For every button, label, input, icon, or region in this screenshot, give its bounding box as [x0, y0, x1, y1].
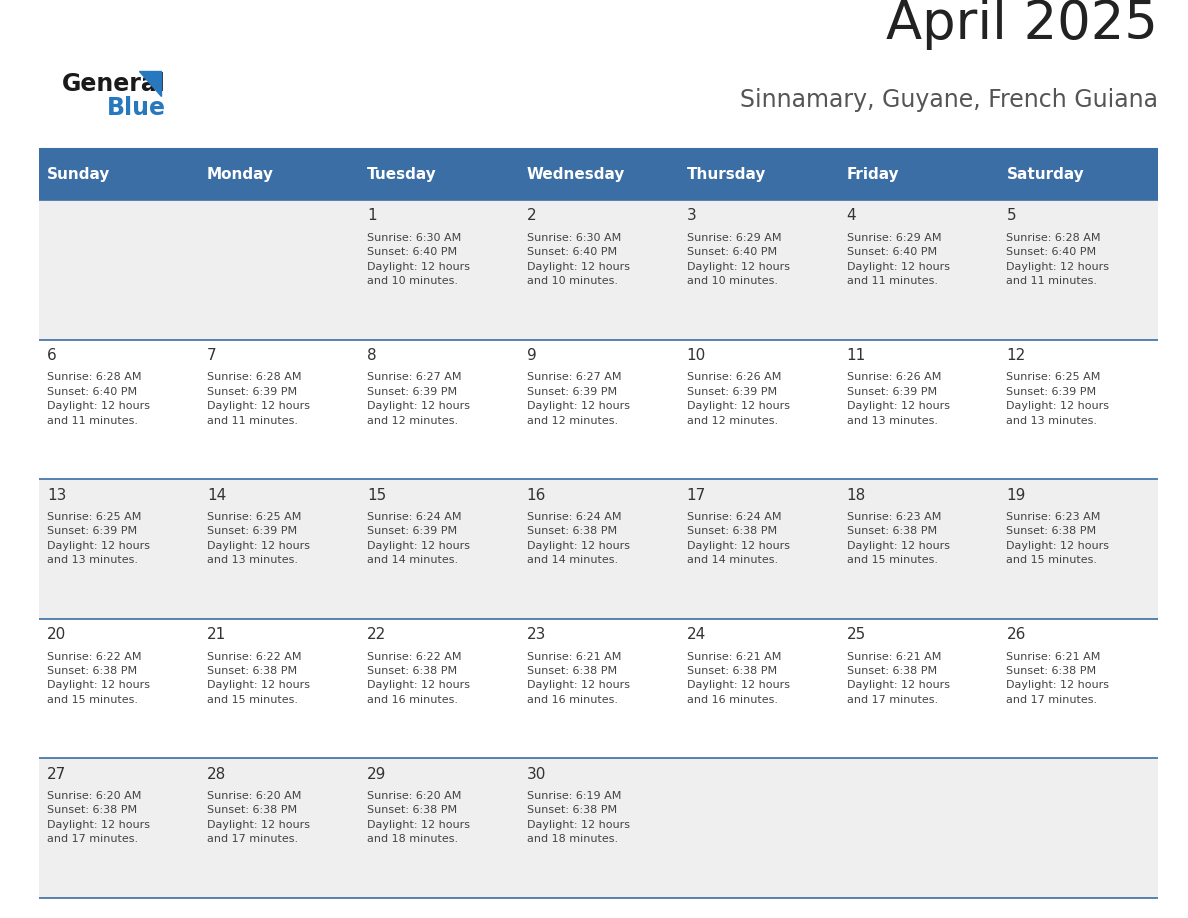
- Text: Sunrise: 6:21 AM
Sunset: 6:38 PM
Daylight: 12 hours
and 17 minutes.: Sunrise: 6:21 AM Sunset: 6:38 PM Dayligh…: [1006, 652, 1110, 705]
- Text: 6: 6: [48, 348, 57, 363]
- Text: Sunrise: 6:25 AM
Sunset: 6:39 PM
Daylight: 12 hours
and 13 minutes.: Sunrise: 6:25 AM Sunset: 6:39 PM Dayligh…: [48, 512, 150, 565]
- Bar: [998, 149, 1158, 200]
- Text: Sunrise: 6:25 AM
Sunset: 6:39 PM
Daylight: 12 hours
and 13 minutes.: Sunrise: 6:25 AM Sunset: 6:39 PM Dayligh…: [1006, 373, 1110, 426]
- Text: 21: 21: [207, 627, 227, 642]
- Text: Sunrise: 6:24 AM
Sunset: 6:39 PM
Daylight: 12 hours
and 14 minutes.: Sunrise: 6:24 AM Sunset: 6:39 PM Dayligh…: [367, 512, 470, 565]
- Text: 30: 30: [526, 767, 546, 781]
- Text: Sunrise: 6:20 AM
Sunset: 6:38 PM
Daylight: 12 hours
and 17 minutes.: Sunrise: 6:20 AM Sunset: 6:38 PM Dayligh…: [207, 791, 310, 845]
- Text: 7: 7: [207, 348, 216, 363]
- Text: 22: 22: [367, 627, 386, 642]
- Text: Sunrise: 6:30 AM
Sunset: 6:40 PM
Daylight: 12 hours
and 10 minutes.: Sunrise: 6:30 AM Sunset: 6:40 PM Dayligh…: [526, 233, 630, 286]
- Text: Sunrise: 6:22 AM
Sunset: 6:38 PM
Daylight: 12 hours
and 15 minutes.: Sunrise: 6:22 AM Sunset: 6:38 PM Dayligh…: [207, 652, 310, 705]
- Text: Sunrise: 6:25 AM
Sunset: 6:39 PM
Daylight: 12 hours
and 13 minutes.: Sunrise: 6:25 AM Sunset: 6:39 PM Dayligh…: [207, 512, 310, 565]
- Text: General: General: [62, 73, 165, 96]
- Bar: [39, 200, 1158, 340]
- Bar: [519, 149, 678, 200]
- Text: 1: 1: [367, 208, 377, 223]
- Bar: [39, 619, 1158, 758]
- Text: Sunrise: 6:21 AM
Sunset: 6:38 PM
Daylight: 12 hours
and 16 minutes.: Sunrise: 6:21 AM Sunset: 6:38 PM Dayligh…: [526, 652, 630, 705]
- Text: 2: 2: [526, 208, 537, 223]
- Text: Wednesday: Wednesday: [526, 167, 625, 182]
- Text: 19: 19: [1006, 487, 1025, 502]
- Text: Sunrise: 6:27 AM
Sunset: 6:39 PM
Daylight: 12 hours
and 12 minutes.: Sunrise: 6:27 AM Sunset: 6:39 PM Dayligh…: [367, 373, 470, 426]
- Bar: [39, 149, 200, 200]
- Bar: [359, 149, 519, 200]
- Text: 3: 3: [687, 208, 696, 223]
- Text: 17: 17: [687, 487, 706, 502]
- Text: Saturday: Saturday: [1006, 167, 1085, 182]
- Text: Sunrise: 6:22 AM
Sunset: 6:38 PM
Daylight: 12 hours
and 16 minutes.: Sunrise: 6:22 AM Sunset: 6:38 PM Dayligh…: [367, 652, 470, 705]
- Text: 18: 18: [847, 487, 866, 502]
- Text: 8: 8: [367, 348, 377, 363]
- Text: Sunrise: 6:29 AM
Sunset: 6:40 PM
Daylight: 12 hours
and 10 minutes.: Sunrise: 6:29 AM Sunset: 6:40 PM Dayligh…: [687, 233, 790, 286]
- Text: 28: 28: [207, 767, 227, 781]
- Bar: [839, 149, 998, 200]
- Bar: [39, 758, 1158, 898]
- Bar: [200, 149, 359, 200]
- Text: 9: 9: [526, 348, 537, 363]
- Text: 29: 29: [367, 767, 386, 781]
- Text: Tuesday: Tuesday: [367, 167, 437, 182]
- Text: 13: 13: [48, 487, 67, 502]
- Text: 11: 11: [847, 348, 866, 363]
- Text: 25: 25: [847, 627, 866, 642]
- Text: Sunrise: 6:24 AM
Sunset: 6:38 PM
Daylight: 12 hours
and 14 minutes.: Sunrise: 6:24 AM Sunset: 6:38 PM Dayligh…: [526, 512, 630, 565]
- Text: Friday: Friday: [847, 167, 899, 182]
- Text: Sunrise: 6:22 AM
Sunset: 6:38 PM
Daylight: 12 hours
and 15 minutes.: Sunrise: 6:22 AM Sunset: 6:38 PM Dayligh…: [48, 652, 150, 705]
- Text: Monday: Monday: [207, 167, 274, 182]
- Text: 5: 5: [1006, 208, 1016, 223]
- Text: Sunrise: 6:20 AM
Sunset: 6:38 PM
Daylight: 12 hours
and 18 minutes.: Sunrise: 6:20 AM Sunset: 6:38 PM Dayligh…: [367, 791, 470, 845]
- Text: 24: 24: [687, 627, 706, 642]
- Text: Sunrise: 6:19 AM
Sunset: 6:38 PM
Daylight: 12 hours
and 18 minutes.: Sunrise: 6:19 AM Sunset: 6:38 PM Dayligh…: [526, 791, 630, 845]
- Text: Sunrise: 6:26 AM
Sunset: 6:39 PM
Daylight: 12 hours
and 12 minutes.: Sunrise: 6:26 AM Sunset: 6:39 PM Dayligh…: [687, 373, 790, 426]
- Text: Sunrise: 6:23 AM
Sunset: 6:38 PM
Daylight: 12 hours
and 15 minutes.: Sunrise: 6:23 AM Sunset: 6:38 PM Dayligh…: [847, 512, 949, 565]
- Text: 12: 12: [1006, 348, 1025, 363]
- Text: 26: 26: [1006, 627, 1025, 642]
- Text: April 2025: April 2025: [886, 0, 1158, 50]
- Text: Sunrise: 6:30 AM
Sunset: 6:40 PM
Daylight: 12 hours
and 10 minutes.: Sunrise: 6:30 AM Sunset: 6:40 PM Dayligh…: [367, 233, 470, 286]
- Text: 20: 20: [48, 627, 67, 642]
- Text: 14: 14: [207, 487, 227, 502]
- Text: Sinnamary, Guyane, French Guiana: Sinnamary, Guyane, French Guiana: [740, 88, 1158, 112]
- Text: Sunrise: 6:21 AM
Sunset: 6:38 PM
Daylight: 12 hours
and 16 minutes.: Sunrise: 6:21 AM Sunset: 6:38 PM Dayligh…: [687, 652, 790, 705]
- Bar: [39, 340, 1158, 479]
- Text: Sunrise: 6:28 AM
Sunset: 6:40 PM
Daylight: 12 hours
and 11 minutes.: Sunrise: 6:28 AM Sunset: 6:40 PM Dayligh…: [48, 373, 150, 426]
- Text: 10: 10: [687, 348, 706, 363]
- Bar: [678, 149, 839, 200]
- Text: Sunrise: 6:24 AM
Sunset: 6:38 PM
Daylight: 12 hours
and 14 minutes.: Sunrise: 6:24 AM Sunset: 6:38 PM Dayligh…: [687, 512, 790, 565]
- Text: 4: 4: [847, 208, 857, 223]
- Text: Sunrise: 6:29 AM
Sunset: 6:40 PM
Daylight: 12 hours
and 11 minutes.: Sunrise: 6:29 AM Sunset: 6:40 PM Dayligh…: [847, 233, 949, 286]
- Text: Sunrise: 6:28 AM
Sunset: 6:40 PM
Daylight: 12 hours
and 11 minutes.: Sunrise: 6:28 AM Sunset: 6:40 PM Dayligh…: [1006, 233, 1110, 286]
- Text: 27: 27: [48, 767, 67, 781]
- Text: Sunrise: 6:27 AM
Sunset: 6:39 PM
Daylight: 12 hours
and 12 minutes.: Sunrise: 6:27 AM Sunset: 6:39 PM Dayligh…: [526, 373, 630, 426]
- Text: Sunrise: 6:21 AM
Sunset: 6:38 PM
Daylight: 12 hours
and 17 minutes.: Sunrise: 6:21 AM Sunset: 6:38 PM Dayligh…: [847, 652, 949, 705]
- Text: 23: 23: [526, 627, 546, 642]
- Text: Sunrise: 6:28 AM
Sunset: 6:39 PM
Daylight: 12 hours
and 11 minutes.: Sunrise: 6:28 AM Sunset: 6:39 PM Dayligh…: [207, 373, 310, 426]
- Text: 16: 16: [526, 487, 546, 502]
- Bar: [39, 479, 1158, 619]
- Text: Sunrise: 6:26 AM
Sunset: 6:39 PM
Daylight: 12 hours
and 13 minutes.: Sunrise: 6:26 AM Sunset: 6:39 PM Dayligh…: [847, 373, 949, 426]
- Text: Blue: Blue: [107, 96, 166, 120]
- Text: 15: 15: [367, 487, 386, 502]
- Text: Sunrise: 6:20 AM
Sunset: 6:38 PM
Daylight: 12 hours
and 17 minutes.: Sunrise: 6:20 AM Sunset: 6:38 PM Dayligh…: [48, 791, 150, 845]
- Text: Thursday: Thursday: [687, 167, 766, 182]
- Text: Sunrise: 6:23 AM
Sunset: 6:38 PM
Daylight: 12 hours
and 15 minutes.: Sunrise: 6:23 AM Sunset: 6:38 PM Dayligh…: [1006, 512, 1110, 565]
- Text: Sunday: Sunday: [48, 167, 110, 182]
- Polygon shape: [139, 71, 160, 96]
